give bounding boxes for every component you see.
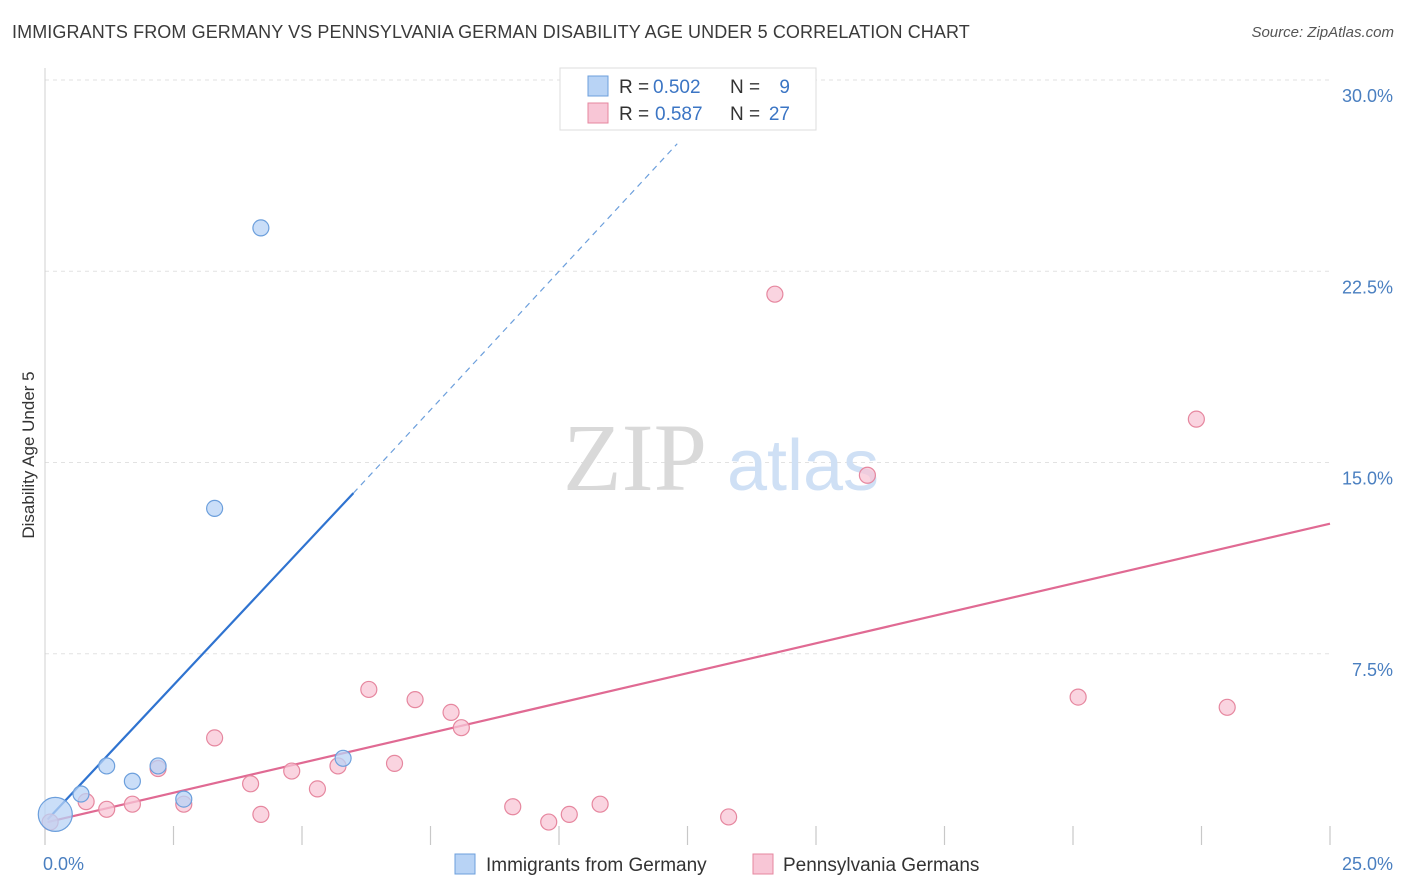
y-tick-label: 15.0%	[1342, 469, 1393, 489]
blue-point	[252, 219, 270, 237]
blue-point	[175, 790, 193, 808]
y-axis-title: Disability Age Under 5	[19, 371, 38, 538]
pink-point	[206, 729, 224, 747]
pink-point	[766, 285, 784, 303]
pink-point	[560, 805, 578, 824]
axis-layer: 7.5% 15.0% 22.5% 30.0% 0.0% 25.0%	[43, 68, 1393, 874]
pink-point	[858, 466, 877, 484]
legend-r-label-pink: R =	[619, 104, 649, 125]
legend-swatch-pink	[587, 102, 609, 124]
watermark-zip: ZIP	[563, 404, 707, 511]
blue-point	[206, 499, 224, 517]
y-tick-label: 30.0%	[1342, 86, 1393, 106]
blue-point	[72, 785, 90, 803]
legend-r-value-blue: 0.502	[653, 77, 701, 98]
legend-n-label-blue: N =	[730, 77, 760, 98]
blue-point	[98, 757, 116, 775]
bottom-legend-label-pink: Pennsylvania Germans	[783, 855, 979, 876]
legend-n-value-blue: 9	[779, 77, 790, 98]
pink-point	[442, 703, 460, 722]
x-tick-label-end: 25.0%	[1342, 854, 1393, 874]
pink-point	[123, 795, 141, 813]
pink-point	[308, 780, 327, 798]
pink-point	[406, 691, 424, 709]
bottom-legend-swatch-pink	[752, 853, 774, 875]
bottom-legend-label-blue: Immigrants from Germany	[486, 855, 707, 876]
pink-point	[540, 813, 558, 831]
pink-trend-line	[47, 522, 1331, 824]
top-legend: R = 0.502 N = 9 R = 0.587 N = 27	[559, 67, 817, 131]
pink-point	[98, 800, 116, 818]
legend-r-value-pink: 0.587	[655, 104, 703, 125]
pink-point	[385, 754, 404, 773]
blue-point	[149, 757, 167, 775]
chart-source: Source: ZipAtlas.com	[1251, 24, 1394, 41]
pink-point	[360, 680, 378, 699]
pink-point	[720, 808, 738, 826]
pink-point	[283, 762, 301, 780]
watermark: ZIP atlas	[563, 404, 879, 511]
legend-swatch-blue	[587, 75, 609, 97]
pink-point	[591, 795, 609, 813]
blue-trend-line	[46, 492, 355, 821]
watermark-atlas: atlas	[727, 426, 879, 506]
pink-point	[504, 798, 522, 816]
chart-title: IMMIGRANTS FROM GERMANY VS PENNSYLVANIA …	[12, 22, 970, 42]
blue-point	[123, 772, 141, 790]
legend-n-value-pink: 27	[769, 104, 790, 125]
pink-point	[1069, 688, 1087, 706]
legend-n-label-pink: N =	[730, 104, 760, 125]
pink-point	[252, 805, 270, 824]
bottom-legend-swatch-blue	[454, 853, 476, 875]
blue-point	[334, 749, 352, 767]
blue-point	[37, 796, 73, 833]
pink-point	[242, 775, 260, 793]
y-tick-label: 7.5%	[1352, 660, 1393, 680]
pink-point	[1218, 698, 1236, 716]
points-layer	[37, 219, 1236, 833]
y-tick-label: 22.5%	[1342, 277, 1393, 297]
blue-trend-extension	[352, 143, 678, 494]
x-tick-label-start: 0.0%	[43, 854, 84, 874]
bottom-legend: Immigrants from Germany Pennsylvania Ger…	[454, 853, 979, 876]
pink-point	[1187, 410, 1205, 428]
legend-r-label-blue: R =	[619, 77, 649, 98]
pink-point	[452, 719, 470, 737]
